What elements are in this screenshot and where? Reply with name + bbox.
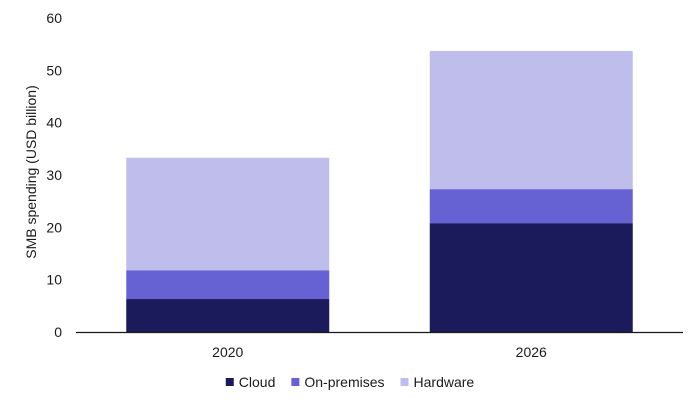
legend-label: On-premises <box>304 374 384 390</box>
y-tick-labels: 0 10 20 30 40 50 60 <box>46 10 62 340</box>
legend-item: Cloud <box>225 374 276 390</box>
bar-stack-2026 <box>429 50 633 332</box>
bar-segment-on-premises-2020 <box>126 270 330 300</box>
y-tick-label: 40 <box>46 115 62 131</box>
bar-segment-cloud-2026 <box>429 223 633 332</box>
legend-swatch <box>225 378 234 386</box>
legend-item: Hardware <box>400 374 475 390</box>
legend-label: Cloud <box>239 374 276 390</box>
legend-swatch <box>291 378 300 386</box>
legend-swatch <box>400 378 409 386</box>
bar-segment-hardware-2020 <box>126 157 330 271</box>
legend-label: Hardware <box>414 374 475 390</box>
bar-segment-hardware-2026 <box>429 50 633 190</box>
y-axis-title: SMB spending (USD billion) <box>23 85 39 259</box>
legend-item: On-premises <box>291 374 385 390</box>
y-tick-label: 10 <box>46 272 62 288</box>
x-tick-label: 2026 <box>516 344 547 360</box>
bar-segment-on-premises-2026 <box>429 189 633 224</box>
y-tick-label: 0 <box>54 324 62 340</box>
x-tick-labels: 2020 2026 <box>212 344 547 360</box>
y-tick-label: 30 <box>46 167 62 183</box>
bar-segment-cloud-2020 <box>126 299 330 332</box>
x-tick-label: 2020 <box>212 344 243 360</box>
bar-stack-2020 <box>126 157 330 332</box>
bar-stacks <box>126 50 633 332</box>
y-tick-label: 20 <box>46 219 62 235</box>
y-tick-label: 60 <box>46 10 62 26</box>
legend: Cloud On-premises Hardware <box>225 374 475 390</box>
y-tick-label: 50 <box>46 62 62 78</box>
y-axis: SMB spending (USD billion) 0 10 20 30 40 50 60 <box>23 10 62 340</box>
